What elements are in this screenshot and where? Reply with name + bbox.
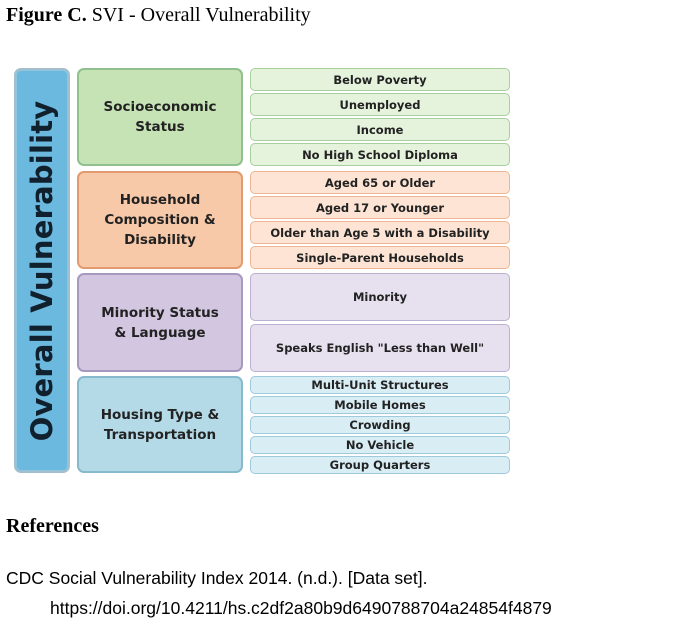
variable-box: Minority: [250, 273, 510, 321]
variable-box: Crowding: [250, 416, 510, 434]
theme-label: Housing Type & Transportation: [100, 406, 220, 443]
overall-vulnerability-label: Overall Vulnerability: [25, 100, 59, 441]
figure-title: SVI - Overall Vulnerability: [91, 4, 311, 26]
theme-socioeconomic: Socioeconomic Status: [77, 68, 243, 166]
theme-household-composition: Household Composition & Disability: [77, 171, 243, 269]
theme-label: Minority Status & Language: [101, 304, 219, 341]
variable-box: No High School Diploma: [250, 143, 510, 166]
reference-doi-link[interactable]: https://doi.org/10.4211/hs.c2df2a80b9d64…: [50, 598, 552, 618]
theme-label: Household Composition & Disability: [104, 192, 216, 248]
variable-box: Below Poverty: [250, 68, 510, 91]
variable-box: Speaks English "Less than Well": [250, 324, 510, 372]
variable-box: Unemployed: [250, 93, 510, 116]
variable-box: No Vehicle: [250, 436, 510, 454]
theme-housing-transportation: Housing Type & Transportation: [77, 376, 243, 473]
variable-box: Aged 17 or Younger: [250, 196, 510, 219]
variable-box: Multi-Unit Structures: [250, 376, 510, 394]
variable-box: Single-Parent Households: [250, 246, 510, 269]
figure-label: Figure C.: [6, 4, 87, 26]
overall-vulnerability-box: Overall Vulnerability: [14, 68, 70, 473]
variable-box: Mobile Homes: [250, 396, 510, 414]
figure-caption: Figure C. SVI - Overall Vulnerability: [6, 4, 311, 27]
variable-box: Group Quarters: [250, 456, 510, 474]
theme-label: Socioeconomic Status: [103, 99, 217, 135]
theme-minority-language: Minority Status & Language: [77, 273, 243, 372]
variable-box: Aged 65 or Older: [250, 171, 510, 194]
reference-entry: CDC Social Vulnerability Index 2014. (n.…: [6, 568, 428, 588]
variable-box: Income: [250, 118, 510, 141]
variable-box: Older than Age 5 with a Disability: [250, 221, 510, 244]
references-heading: References: [6, 515, 99, 537]
svi-diagram: Overall Vulnerability Socioeconomic Stat…: [14, 68, 510, 474]
